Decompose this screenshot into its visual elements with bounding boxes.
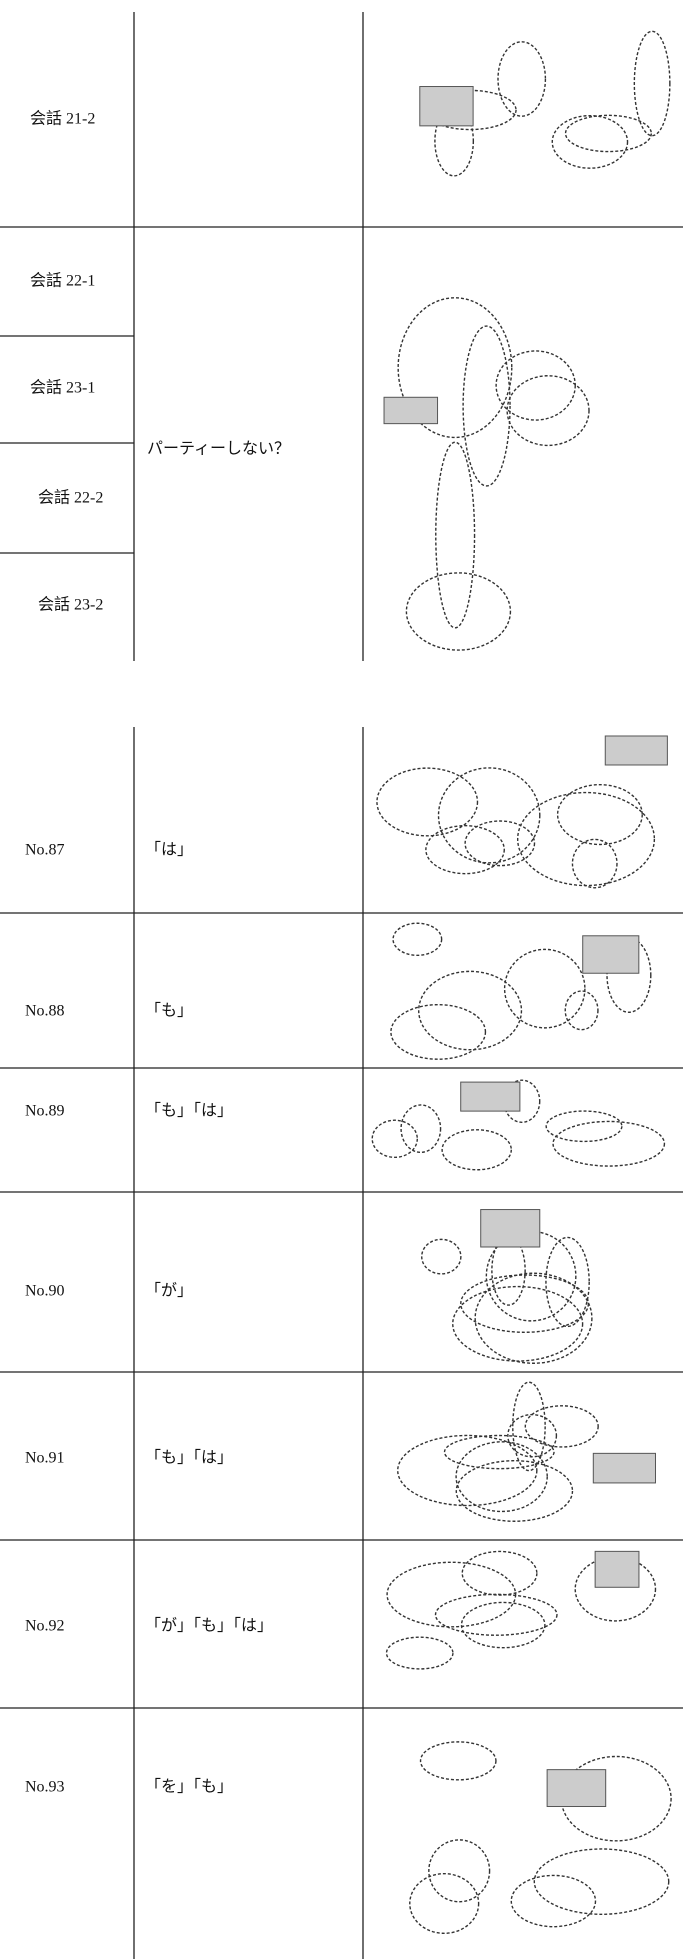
sketch-shape — [397, 297, 513, 439]
sketch-shape — [495, 350, 576, 421]
particle: 「が」 — [145, 1282, 193, 1300]
sketch-shape — [435, 441, 476, 629]
sketch-picture — [594, 1550, 640, 1588]
sketch-shape — [437, 767, 541, 864]
sketch-picture — [604, 735, 668, 766]
sketch-shape — [409, 1872, 480, 1935]
particle: 「が」「も」「は」 — [145, 1617, 273, 1635]
sketch-shape — [434, 105, 475, 177]
sketch-shape — [452, 1285, 584, 1362]
sketch-shape — [551, 114, 629, 169]
sketch-shape — [419, 1741, 497, 1781]
sketch-shape — [512, 1381, 546, 1472]
sketch-shape — [418, 970, 523, 1051]
sketch-shape — [503, 948, 586, 1029]
sketch-shape — [461, 1550, 538, 1596]
sketch-shape — [441, 1129, 512, 1171]
sketch-shape — [497, 41, 547, 117]
sketch-shape — [574, 1556, 657, 1622]
particle: 「も」「は」 — [145, 1102, 233, 1120]
sketch-shape — [425, 824, 505, 875]
sketch-shape — [564, 990, 599, 1031]
sketch-shape — [552, 1120, 666, 1167]
sketch-shape — [376, 767, 479, 837]
sketch-shape — [506, 375, 590, 447]
row-number: No.88 — [25, 1003, 65, 1020]
sketch-shape — [371, 1119, 418, 1159]
sketch-shape — [385, 1636, 454, 1670]
sketch-shape — [474, 1272, 593, 1364]
sketch-shape — [491, 1234, 526, 1306]
sketch-shape — [386, 1561, 517, 1628]
row-label: 会話 22-1 — [30, 272, 95, 290]
merged-cell-text: パーティーしない？ — [147, 440, 290, 458]
sketch-shape — [405, 572, 512, 651]
sketch-shape — [633, 30, 671, 137]
row-number: No.91 — [25, 1450, 65, 1467]
sketch-shape — [428, 1839, 491, 1903]
sketch-shape — [397, 1434, 538, 1507]
row-label: 会話 22-2 — [38, 489, 103, 507]
sketch-shape — [460, 1274, 590, 1333]
sketch-shape — [462, 325, 511, 487]
sketch-picture — [419, 86, 474, 127]
row-number: No.89 — [25, 1103, 65, 1120]
sketch-shape — [510, 1874, 597, 1928]
sketch-shape — [516, 791, 656, 887]
row-label: 会話 23-1 — [30, 379, 95, 397]
sketch-shape — [564, 114, 653, 153]
sketch-shape — [443, 1434, 555, 1470]
particle: 「を」「も」 — [145, 1778, 233, 1796]
row-number: No.90 — [25, 1283, 65, 1300]
sketch-shape — [400, 1104, 442, 1154]
sketch-picture — [546, 1769, 607, 1808]
sketch-shape — [455, 1460, 574, 1522]
particle: 「は」 — [145, 841, 193, 859]
sketch-shape — [545, 1110, 623, 1143]
sketch-shape — [434, 1593, 558, 1636]
sketch-shape — [390, 1003, 487, 1060]
sketch-shape — [556, 783, 643, 846]
sketch-shape — [455, 1441, 548, 1513]
row-label: 会話 23-2 — [38, 596, 103, 614]
row-number: No.87 — [25, 842, 65, 859]
row-label: 会話 21-2 — [30, 110, 95, 128]
sketch-shape — [460, 1601, 546, 1649]
sketch-shape — [464, 820, 536, 867]
sketch-picture — [592, 1452, 656, 1484]
sketch-picture — [383, 396, 439, 425]
particle: 「も」 — [145, 1002, 193, 1020]
sketch-shape — [545, 1236, 590, 1328]
sketch-shape — [524, 1405, 599, 1448]
sketch-shape — [421, 1238, 462, 1275]
particle: 「も」「は」 — [145, 1449, 233, 1467]
sketch-shape — [392, 922, 443, 957]
sketch-picture — [480, 1209, 541, 1248]
sketch-shape — [571, 838, 618, 889]
sketch-shape — [533, 1848, 670, 1915]
row-number: No.93 — [25, 1779, 65, 1796]
sketch-picture — [460, 1081, 521, 1112]
sketch-picture — [582, 935, 640, 974]
row-number: No.92 — [25, 1618, 65, 1635]
table-rules — [0, 12, 683, 1959]
